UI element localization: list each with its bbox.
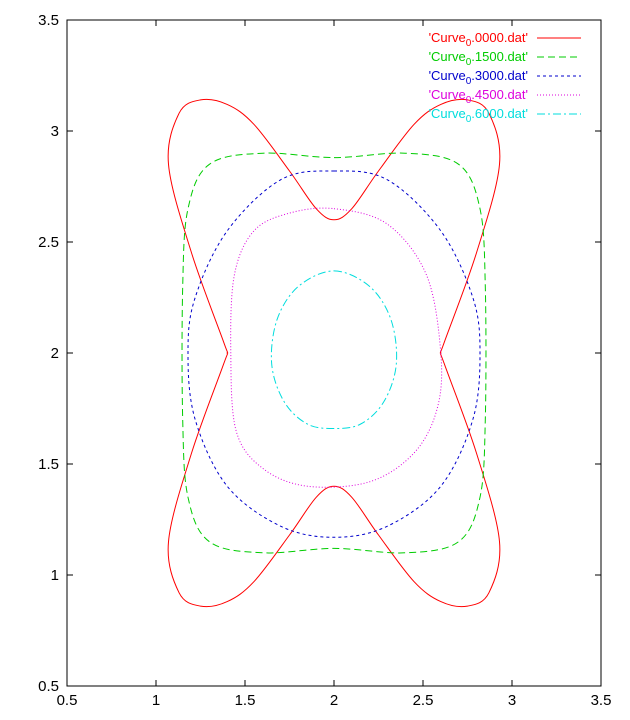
series-line-3 — [230, 207, 443, 488]
series-line-2 — [187, 170, 481, 538]
series-layer — [167, 98, 501, 608]
x-tick-label: 3.5 — [591, 692, 612, 709]
legend-label-0: 'Curve0.0000.dat' — [429, 30, 528, 49]
y-tick-label: 2.5 — [38, 234, 59, 251]
legend-label-3: 'Curve0.4500.dat' — [429, 87, 528, 106]
y-tick-label: 1 — [51, 567, 59, 584]
x-tick-label: 1 — [152, 692, 160, 709]
y-tick-label: 1.5 — [38, 456, 59, 473]
y-tick-label: 2 — [51, 345, 59, 362]
series-line-1 — [181, 152, 487, 554]
x-tick-label: 2 — [330, 692, 338, 709]
legend-label-2: 'Curve0.3000.dat' — [429, 68, 528, 87]
series-line-0 — [167, 98, 501, 608]
y-tick-label: 3 — [51, 123, 59, 140]
x-tick-label: 0.5 — [57, 692, 78, 709]
legend-label-1: 'Curve0.1500.dat' — [429, 49, 528, 68]
legend-label-4: 'Curve0.6000.dat' — [429, 106, 528, 125]
y-tick-label: 0.5 — [38, 678, 59, 695]
x-tick-label: 3 — [508, 692, 516, 709]
series-line-4 — [270, 270, 398, 429]
x-tick-label: 1.5 — [235, 692, 256, 709]
y-tick-label: 3.5 — [38, 12, 59, 29]
axes: 0.5 1 1.5 2 2.5 3 3.5 0.5 1 1.5 2 2.5 3 3.5 — [38, 12, 611, 709]
x-tick-label: 2.5 — [413, 692, 434, 709]
legend: 'Curve0.0000.dat''Curve0.1500.dat''Curve… — [429, 30, 581, 125]
